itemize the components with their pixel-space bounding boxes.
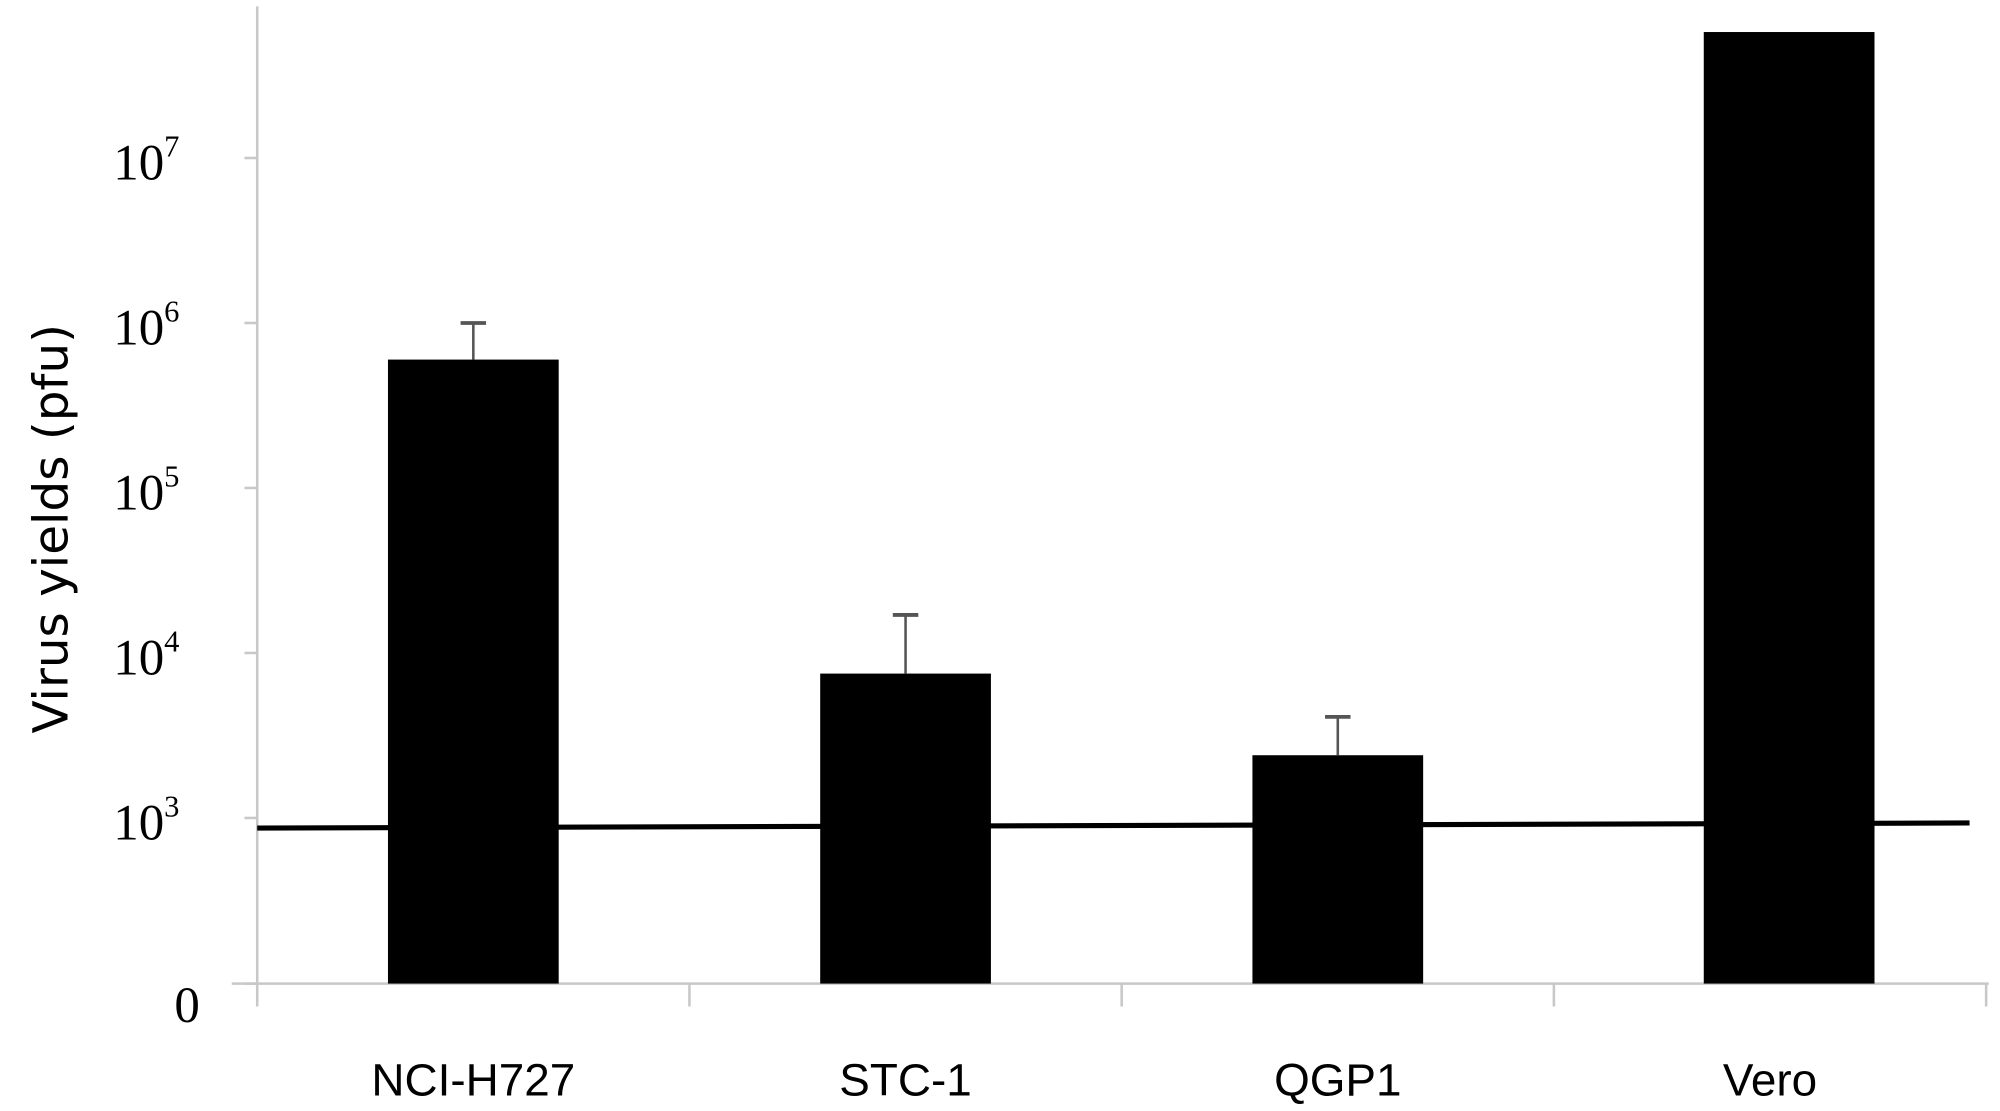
y-tick-label: 105 [113, 460, 179, 522]
x-tick-label: QGP1 [1274, 1054, 1401, 1106]
bar-qgp1 [1252, 755, 1424, 984]
y-tick-label: 106 [113, 295, 179, 357]
y-tick-label: 103 [113, 790, 179, 852]
x-tick-label: STC-1 [839, 1054, 972, 1106]
x-tick-label: NCI-H727 [371, 1054, 575, 1106]
y-tick-label: 104 [113, 625, 179, 687]
x-tick-labels: NCI-H727 STC-1 QGP1 Vero [371, 1054, 1817, 1106]
detection-limit-line [257, 820, 1970, 831]
bars [257, 32, 1970, 984]
bar-vero [1703, 32, 1875, 984]
y-tick-label: 107 [113, 130, 179, 192]
y-tick-label: 0 [174, 978, 199, 1034]
y-tick-labels: 0 103 104 105 106 107 [113, 130, 200, 1034]
bar-nci-h727 [387, 359, 559, 984]
x-tick-label: Vero [1723, 1054, 1817, 1106]
y-axis-label: Virus yields (pfu) [23, 324, 79, 734]
